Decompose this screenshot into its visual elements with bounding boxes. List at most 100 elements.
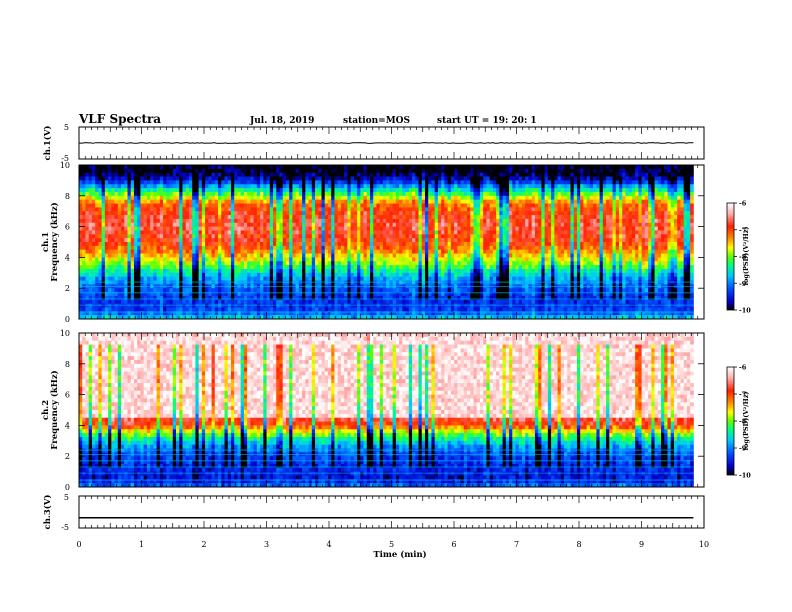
spectrogram-cell <box>302 269 306 273</box>
spectrogram-cell <box>202 304 206 308</box>
spectrogram-cell <box>221 215 225 219</box>
spectrogram-cell <box>231 257 235 261</box>
spectrogram-cell <box>244 200 248 204</box>
spectrogram-cell <box>267 215 271 219</box>
spectrogram-cell <box>108 180 112 184</box>
spectrogram-cell <box>105 204 109 208</box>
spectrogram-cell <box>309 307 313 311</box>
spectrogram-cell <box>309 173 313 177</box>
spectrogram-cell <box>95 300 99 304</box>
spectrogram-cell <box>322 196 326 200</box>
spectrogram-cell <box>82 265 86 269</box>
spectrogram-cell <box>192 227 196 231</box>
spectrogram-cell <box>212 281 216 285</box>
spectrogram-cell <box>221 169 225 173</box>
spectrogram-cell <box>299 230 303 234</box>
spectrogram-cell <box>179 238 183 242</box>
spectrogram-cell <box>221 219 225 223</box>
spectrogram-cell <box>289 204 293 208</box>
spectrogram-cell <box>150 281 154 285</box>
spectrogram-cell <box>102 288 106 292</box>
spectrogram-cell <box>267 211 271 215</box>
spectrogram-cell <box>153 180 157 184</box>
spectrogram-cell <box>111 234 115 238</box>
spectrogram-cell <box>312 234 316 238</box>
spectrogram-cell <box>153 277 157 281</box>
spectrogram-cell <box>254 277 258 281</box>
spectrogram-cell <box>115 281 119 285</box>
spectrogram-cell <box>124 227 128 231</box>
spectrogram-cell <box>260 223 264 227</box>
spectrogram-cell <box>234 242 238 246</box>
spectrogram-cell <box>322 207 326 211</box>
spectrogram-cell <box>160 246 164 250</box>
spectrogram-cell <box>276 246 280 250</box>
spectrogram-cell <box>244 173 248 177</box>
spectrogram-cell <box>237 265 241 269</box>
spectrogram-cell <box>302 265 306 269</box>
spectrogram-cell <box>318 169 322 173</box>
spectrogram-cell <box>279 288 283 292</box>
spectrogram-cell <box>205 204 209 208</box>
spectrogram-cell <box>273 215 277 219</box>
spectrogram-cell <box>244 227 248 231</box>
spectrogram-cell <box>302 257 306 261</box>
spectrogram-cell <box>221 230 225 234</box>
spectrogram-cell <box>250 204 254 208</box>
spectrogram-cell <box>170 200 174 204</box>
spectrogram-cell <box>137 188 141 192</box>
spectrogram-cell <box>89 277 93 281</box>
spectrogram-cell <box>202 200 206 204</box>
spectrogram-cell <box>241 173 245 177</box>
spectrogram-cell <box>195 230 199 234</box>
spectrogram-cell <box>111 254 115 258</box>
spectrogram-cell <box>289 207 293 211</box>
spectrogram-cell <box>273 281 277 285</box>
spectrogram-cell <box>118 269 122 273</box>
spectrogram-cell <box>286 296 290 300</box>
spectrogram-cell <box>199 184 203 188</box>
spectrogram-cell <box>121 250 125 254</box>
spectrogram-cell <box>289 288 293 292</box>
spectrogram-cell <box>89 242 93 246</box>
spectrogram-cell <box>228 192 232 196</box>
spectrogram-cell <box>244 300 248 304</box>
spectrogram-cell <box>270 288 274 292</box>
spectrogram-cell <box>228 307 232 311</box>
spectrogram-cell <box>205 200 209 204</box>
spectrogram-cell <box>121 169 125 173</box>
spectrogram-cell <box>289 296 293 300</box>
spectrogram-cell <box>199 219 203 223</box>
spectrogram-cell <box>208 246 212 250</box>
spectrogram-cell <box>254 257 258 261</box>
spectrogram-cell <box>260 238 264 242</box>
spectrogram-cell <box>244 273 248 277</box>
spectrogram-cell <box>237 192 241 196</box>
spectrogram-cell <box>79 250 83 254</box>
spectrogram-cell <box>166 169 170 173</box>
spectrogram-cell <box>244 215 248 219</box>
spectrogram-cell <box>205 307 209 311</box>
spectrogram-cell <box>257 173 261 177</box>
spectrogram-cell <box>79 246 83 250</box>
spectrogram-cell <box>82 207 86 211</box>
spectrogram-cell <box>267 265 271 269</box>
spectrogram-cell <box>218 215 222 219</box>
spectrogram-cell <box>254 288 258 292</box>
spectrogram-cell <box>121 177 125 181</box>
spectrogram-cell <box>157 281 161 285</box>
spectrogram-cell <box>260 234 264 238</box>
spectrogram-cell <box>273 177 277 181</box>
spectrogram-cell <box>170 257 174 261</box>
spectrogram-cell <box>315 173 319 177</box>
spectrogram-cell <box>247 223 251 227</box>
spectrogram-cell <box>315 273 319 277</box>
spectrogram-cell <box>157 230 161 234</box>
spectrogram-cell <box>302 219 306 223</box>
spectrogram-cell <box>250 227 254 231</box>
spectrogram-cell <box>160 215 164 219</box>
spectrogram-cell <box>225 288 229 292</box>
spectrogram-cell <box>270 277 274 281</box>
spectrogram-cell <box>247 184 251 188</box>
spectrogram-cell <box>131 230 135 234</box>
